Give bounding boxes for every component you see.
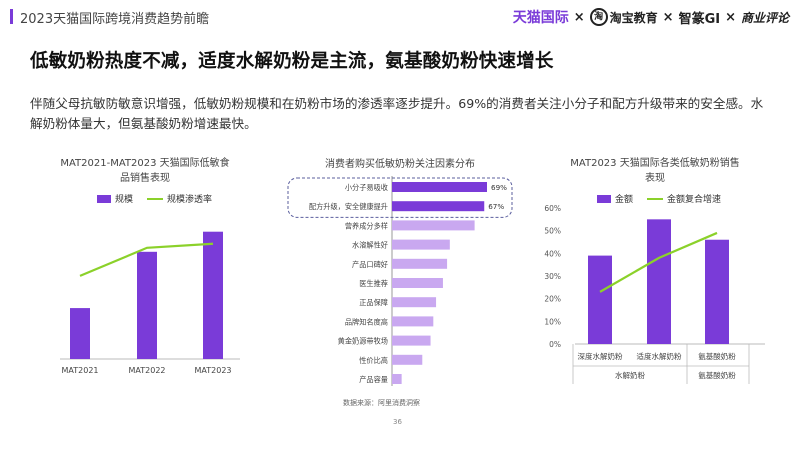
chart1-title-line1: MAT2021-MAT2023 天猫国际低敏食 xyxy=(60,158,230,169)
chart3-x-tick-label: 氨基酸奶粉 xyxy=(698,351,736,361)
taobao-education-logo: 淘 淘宝教育 xyxy=(589,8,658,26)
chart3-legend: 金额 金额复合增速 xyxy=(597,192,721,205)
legend-bar-swatch xyxy=(597,194,611,203)
partner-logos: 天猫国际 × 淘 淘宝教育 × 智篆GI × 商业评论 xyxy=(513,6,789,28)
chart3-bar xyxy=(705,239,729,344)
page-number: 36 xyxy=(393,418,402,426)
chart1-bar-mat2023 xyxy=(203,231,223,359)
chart3-lowallergy-types: 0%10%20%30%40%50%60%深度水解奶粉 适度水解奶粉 氨基酸奶粉水解奶… xyxy=(544,204,765,384)
chart1-bar-mat2021 xyxy=(70,308,90,359)
legend-label: 金额 xyxy=(615,195,634,205)
chart2-bar xyxy=(392,374,402,384)
chart2-bar xyxy=(392,335,431,346)
chart3-y-tick-label: 60% xyxy=(544,204,561,213)
business-review-logo: 商业评论 xyxy=(740,10,789,25)
chart2-category-label: 黄金奶源带牧场 xyxy=(338,337,388,346)
chart2-category-label: 营养成分多样 xyxy=(345,221,388,230)
chart2-bar xyxy=(392,297,437,308)
logo-separator: × xyxy=(725,9,736,25)
header-accent-bar xyxy=(10,9,13,24)
chart3-bar xyxy=(588,255,612,344)
chart2-bar xyxy=(392,220,475,231)
chart3-title-line2: 表现 xyxy=(645,173,665,184)
chart3-growth-line xyxy=(599,231,718,293)
chart2-bar xyxy=(392,239,450,250)
chart3-title-line1: MAT2023 天猫国际各类低敏奶粉销售 xyxy=(570,158,740,169)
chart2-category-label: 水溶解性好 xyxy=(352,241,388,250)
chart3-y-tick-label: 20% xyxy=(544,295,561,304)
taobao-mark-icon: 淘 xyxy=(589,8,608,26)
legend-line-swatch xyxy=(147,197,164,200)
chart2-bar xyxy=(392,316,434,327)
chart3-y-tick-label: 10% xyxy=(544,317,561,326)
chart3-group-label: 氨基酸奶粉 xyxy=(698,370,736,380)
chart1-penetration-line xyxy=(79,242,214,277)
chart3-y-tick-label: 50% xyxy=(544,227,561,236)
chart3-y-tick-label: 0% xyxy=(549,340,561,349)
taobao-education-text: 淘宝教育 xyxy=(609,10,658,25)
legend-line-swatch xyxy=(647,197,664,200)
chart2-bar xyxy=(392,182,487,192)
chart2-category-label: 正品保障 xyxy=(359,298,388,307)
chart1-sales-performance: MAT2021 MAT2022 MAT2023 xyxy=(60,231,240,375)
chart2-category-label: 产品容量 xyxy=(359,375,388,384)
chart3-title: MAT2023 天猫国际各类低敏奶粉销售 表现 xyxy=(550,156,760,186)
chart3-x-tick-label: 适度水解奶粉 xyxy=(637,351,682,361)
logo-separator: × xyxy=(662,9,674,25)
chart2-bar xyxy=(392,258,448,269)
chart1-x-tick-label: MAT2021 xyxy=(62,366,99,375)
chart2-category-label: 品牌知名度高 xyxy=(345,317,388,326)
chart3-y-tick-label: 30% xyxy=(544,272,561,281)
page-description: 伴随父母抗敏防敏意识增强，低敏奶粉规模和在奶粉市场的渗透率逐步提升。69%的消费… xyxy=(30,96,764,131)
page-title: 低敏奶粉热度不减，适度水解奶粉是主流，氨基酸奶粉快速增长 xyxy=(30,51,554,72)
logo-separator: × xyxy=(573,9,585,25)
chart2-category-label: 小分子易吸收 xyxy=(345,183,388,192)
chart3-group-label: 水解奶粉 xyxy=(615,370,645,380)
header: 2023天猫国际跨境消费趋势前瞻 天猫国际 × 淘 淘宝教育 × 智篆GI × … xyxy=(0,0,799,34)
data-source: 数据来源：阿里消费洞察 xyxy=(343,399,420,407)
legend-label: 规模渗透率 xyxy=(167,195,213,205)
chart2-data-label: 67% xyxy=(488,202,504,211)
zhixin-logo: 智篆GI xyxy=(678,11,721,27)
chart2-bar xyxy=(392,201,485,212)
chart2-purchase-factors: 小分子易吸收 69% 配方升级，安全健康提升 67% 营养成分多样水溶解性好产品口碑好医… xyxy=(287,176,513,386)
chart2-bar xyxy=(392,354,423,365)
chart1-legend: 规模 规模渗透率 xyxy=(97,192,212,205)
chart1-x-tick-label: MAT2023 xyxy=(195,366,232,375)
legend-label: 规模 xyxy=(115,195,134,205)
chart2-highlight-box xyxy=(287,177,513,218)
chart1-title-line2: 品销售表现 xyxy=(120,173,170,184)
chart3-bar xyxy=(647,219,671,344)
chart3-y-tick-label: 40% xyxy=(544,249,561,258)
chart2-category-label: 医生推荐 xyxy=(359,279,388,288)
legend-bar-swatch xyxy=(97,194,111,203)
chart2-title: 消费者购买低敏奶粉关注因素分布 xyxy=(325,159,475,170)
chart1-bar-mat2022 xyxy=(137,251,157,359)
chart1-x-tick-label: MAT2022 xyxy=(129,366,166,375)
chart2-category-label: 性价比高 xyxy=(359,356,388,365)
chart2-category-label: 配方升级，安全健康提升 xyxy=(309,202,388,211)
header-title: 2023天猫国际跨境消费趋势前瞻 xyxy=(20,12,210,27)
chart2-category-label: 产品口碑好 xyxy=(352,260,388,269)
chart3-x-tick-label: 深度水解奶粉 xyxy=(578,351,623,361)
chart2-data-label: 69% xyxy=(491,183,507,192)
legend-label: 金额复合增速 xyxy=(667,195,722,205)
tmall-logo: 天猫国际 xyxy=(512,10,569,26)
chart2-bar xyxy=(392,278,443,288)
chart1-title: MAT2021-MAT2023 天猫国际低敏食 品销售表现 xyxy=(45,156,245,186)
